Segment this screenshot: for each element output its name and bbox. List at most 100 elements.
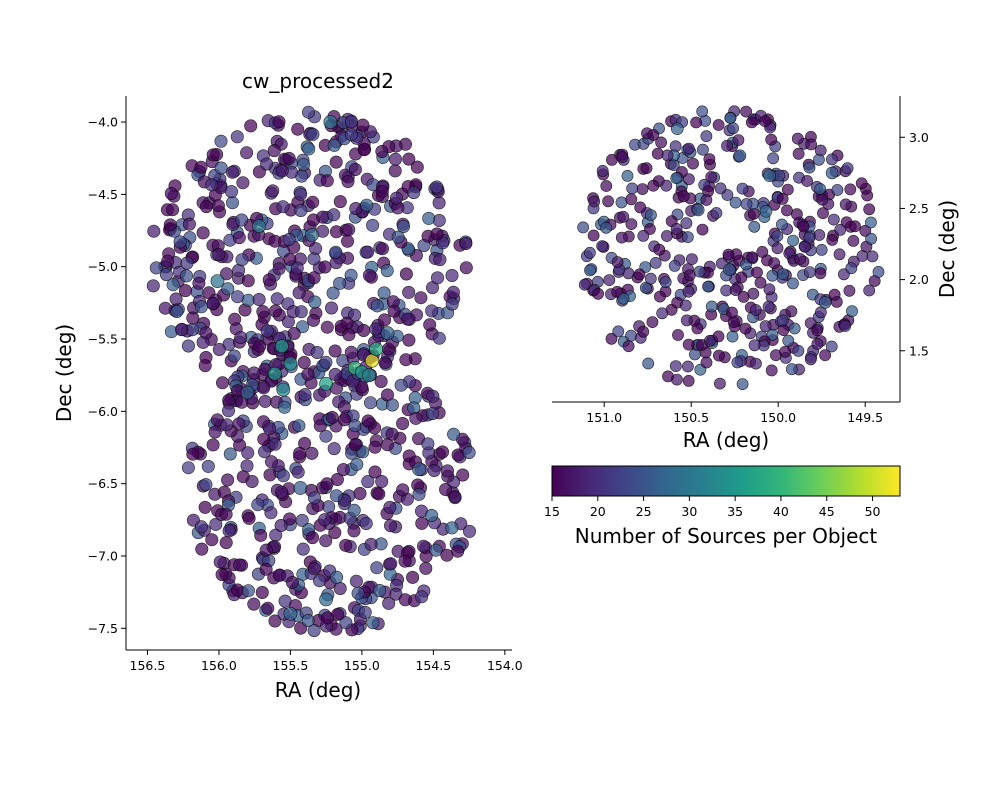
- background-marker: [349, 574, 363, 588]
- background-marker: [445, 297, 459, 311]
- background-marker: [410, 160, 424, 174]
- background-marker: [841, 162, 854, 175]
- background-marker: [402, 285, 416, 299]
- background-marker: [584, 246, 596, 259]
- background-marker: [301, 613, 315, 627]
- background-marker: [439, 482, 453, 496]
- background-marker: [370, 561, 384, 575]
- background-marker: [282, 233, 296, 247]
- background-marker: [399, 267, 413, 281]
- background-marker: [301, 367, 315, 381]
- background-marker: [847, 234, 860, 247]
- data-point: [733, 149, 747, 163]
- background-marker: [672, 329, 684, 341]
- background-marker: [740, 198, 753, 210]
- background-marker: [799, 240, 811, 253]
- background-marker: [815, 243, 828, 256]
- background-marker: [445, 521, 459, 535]
- x-tick-label: 150.0: [760, 410, 796, 425]
- background-marker: [361, 245, 375, 259]
- background-marker: [389, 191, 403, 205]
- background-marker: [378, 313, 392, 327]
- background-marker: [186, 323, 200, 337]
- background-marker: [726, 330, 739, 343]
- background-marker: [724, 112, 737, 124]
- background-marker: [351, 586, 365, 600]
- background-marker: [754, 276, 767, 289]
- background-marker: [811, 337, 824, 350]
- background-marker: [330, 570, 344, 584]
- background-marker: [792, 344, 805, 357]
- background-marker: [846, 305, 858, 318]
- right-x-ticks: 151.0 150.5 150.0 149.5: [586, 402, 883, 425]
- background-marker: [226, 196, 240, 210]
- background-marker: [825, 340, 838, 353]
- background-marker: [721, 139, 733, 152]
- background-marker: [344, 128, 358, 142]
- background-marker: [212, 342, 226, 356]
- background-marker: [445, 268, 459, 282]
- background-marker: [272, 115, 286, 129]
- background-marker: [318, 260, 332, 274]
- right-data-points: [670, 122, 839, 309]
- background-marker: [596, 240, 609, 252]
- background-marker: [412, 487, 426, 501]
- background-marker: [349, 202, 363, 216]
- background-marker: [319, 429, 333, 443]
- background-marker: [380, 264, 394, 278]
- left-chart-title: cw_processed2: [242, 69, 394, 93]
- data-point: [283, 606, 298, 621]
- background-marker: [633, 268, 646, 281]
- background-marker: [611, 256, 624, 268]
- background-marker: [198, 500, 212, 514]
- background-marker: [261, 601, 275, 615]
- colorbar-tick-label: 30: [681, 504, 697, 519]
- background-marker: [327, 208, 341, 222]
- background-marker: [383, 500, 397, 514]
- background-marker: [164, 187, 178, 201]
- background-marker: [703, 153, 716, 165]
- background-marker: [222, 404, 236, 418]
- background-marker: [745, 116, 758, 129]
- background-marker: [257, 445, 271, 459]
- background-marker: [194, 300, 208, 314]
- background-marker: [263, 468, 277, 482]
- background-marker: [750, 357, 762, 370]
- background-marker: [175, 323, 189, 337]
- background-marker: [360, 198, 374, 212]
- background-marker: [419, 561, 433, 575]
- background-marker: [606, 153, 618, 166]
- background-marker: [388, 164, 402, 178]
- background-marker: [196, 226, 210, 240]
- x-tick-label: 149.5: [847, 410, 883, 425]
- background-marker: [771, 230, 784, 242]
- background-marker: [255, 585, 269, 599]
- background-marker: [710, 207, 723, 219]
- background-marker: [182, 217, 196, 231]
- background-marker: [602, 195, 614, 208]
- left-scatter-panel: 156.5 156.0 155.5 155.0 154.5 154.0 −4.0−4.5−…: [52, 69, 523, 702]
- background-marker: [310, 345, 324, 359]
- background-marker: [668, 259, 681, 272]
- background-marker: [215, 568, 229, 582]
- background-marker: [362, 268, 376, 282]
- background-marker: [855, 177, 868, 190]
- background-marker: [440, 464, 454, 478]
- background-marker: [409, 411, 423, 425]
- data-point: [274, 339, 289, 354]
- background-marker: [459, 261, 473, 275]
- background-marker: [252, 292, 266, 306]
- background-marker: [295, 513, 309, 527]
- background-marker: [320, 174, 334, 188]
- background-marker: [865, 216, 877, 229]
- background-marker: [319, 355, 333, 369]
- y-tick-label: 3.0: [909, 130, 929, 145]
- x-tick-label: 151.0: [586, 410, 622, 425]
- background-marker: [394, 378, 408, 392]
- background-marker: [366, 218, 380, 232]
- background-marker: [788, 322, 801, 335]
- background-marker: [257, 381, 271, 395]
- background-marker: [363, 396, 377, 410]
- background-marker: [244, 119, 258, 133]
- background-marker: [640, 162, 653, 175]
